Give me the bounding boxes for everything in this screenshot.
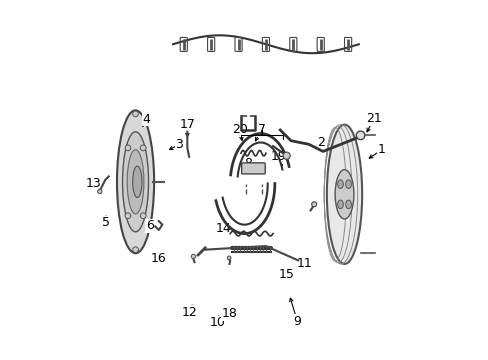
Text: 19: 19 [270, 150, 286, 163]
Circle shape [140, 145, 146, 151]
Circle shape [283, 152, 290, 159]
Ellipse shape [345, 180, 351, 189]
Text: 16: 16 [150, 252, 165, 265]
Circle shape [191, 254, 195, 258]
Text: 4: 4 [142, 113, 150, 126]
Text: 18: 18 [221, 307, 237, 320]
Text: 7: 7 [257, 123, 265, 136]
Ellipse shape [117, 111, 154, 253]
Ellipse shape [337, 180, 343, 189]
Circle shape [132, 111, 138, 117]
Ellipse shape [337, 200, 343, 209]
Circle shape [227, 256, 230, 260]
Text: 10: 10 [209, 316, 225, 329]
Text: 2: 2 [317, 136, 325, 149]
Circle shape [140, 213, 146, 219]
Text: 14: 14 [215, 222, 230, 235]
Ellipse shape [345, 200, 351, 209]
Text: 13: 13 [86, 177, 102, 190]
Text: 8: 8 [244, 157, 251, 170]
Text: 1: 1 [377, 143, 385, 156]
Circle shape [311, 202, 316, 207]
Text: 11: 11 [296, 257, 312, 270]
Ellipse shape [127, 150, 143, 214]
Circle shape [356, 131, 364, 140]
Text: 21: 21 [365, 112, 381, 125]
Text: 15: 15 [278, 268, 294, 281]
Text: 9: 9 [293, 315, 301, 328]
Text: 17: 17 [179, 118, 195, 131]
Ellipse shape [326, 125, 362, 264]
Text: 3: 3 [175, 138, 183, 151]
Text: 20: 20 [232, 123, 247, 136]
Text: 6: 6 [145, 219, 153, 232]
Ellipse shape [132, 166, 142, 198]
Circle shape [125, 145, 130, 151]
Circle shape [98, 189, 102, 194]
FancyBboxPatch shape [241, 163, 264, 174]
Ellipse shape [122, 132, 148, 232]
Ellipse shape [334, 170, 353, 219]
Text: 12: 12 [181, 306, 197, 319]
Text: 5: 5 [102, 216, 110, 229]
Circle shape [125, 213, 130, 219]
Circle shape [132, 247, 138, 252]
